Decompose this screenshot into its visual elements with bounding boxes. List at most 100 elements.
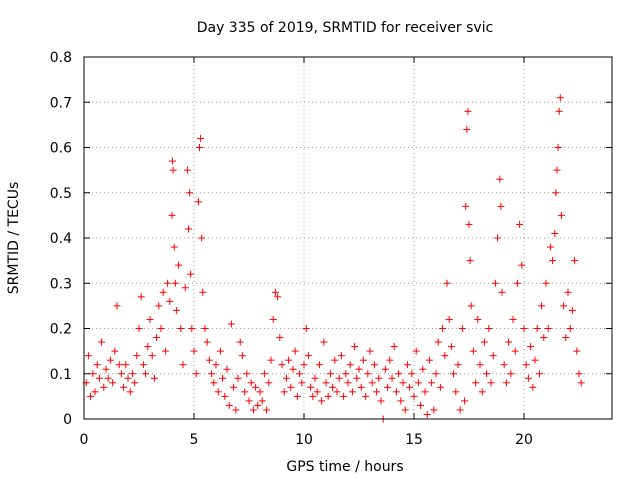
data-point: [120, 383, 128, 391]
data-point: [89, 370, 97, 378]
data-point: [146, 315, 154, 323]
data-point: [478, 388, 486, 396]
data-point: [556, 94, 564, 102]
data-point: [263, 406, 271, 414]
data-point: [476, 361, 484, 369]
data-point: [443, 279, 451, 287]
data-point: [280, 388, 288, 396]
data-point: [177, 325, 185, 332]
data-point: [566, 325, 574, 332]
data-point: [274, 293, 282, 301]
data-point: [464, 107, 472, 115]
data-point: [520, 325, 528, 332]
data-point: [219, 374, 227, 382]
data-point: [395, 370, 403, 378]
data-point: [196, 144, 203, 151]
data-point: [483, 370, 491, 378]
data-point: [410, 392, 418, 400]
data-point: [401, 406, 409, 414]
data-point: [172, 306, 180, 314]
data-point: [509, 315, 517, 323]
data-point: [139, 361, 147, 369]
data-point: [375, 374, 383, 382]
data-point: [430, 406, 438, 414]
data-point: [408, 370, 416, 378]
data-point: [95, 374, 103, 382]
data-point: [445, 315, 453, 323]
data-point: [100, 383, 108, 391]
data-point: [573, 347, 581, 355]
data-point: [289, 365, 297, 373]
data-point: [491, 279, 499, 287]
data-point: [546, 243, 554, 251]
data-point: [201, 325, 209, 332]
data-point: [348, 388, 356, 396]
data-point: [425, 356, 433, 364]
data-point: [529, 383, 537, 391]
chart-title: Day 335 of 2019, SRMTID for receiver svi…: [197, 20, 494, 36]
data-point: [302, 325, 310, 332]
data-point: [513, 279, 521, 287]
data-point: [518, 261, 526, 269]
data-point: [144, 343, 152, 351]
data-point: [128, 370, 136, 378]
data-point: [304, 352, 312, 360]
data-point: [406, 383, 414, 391]
data-point: [337, 352, 345, 360]
data-point: [285, 356, 293, 364]
data-point: [474, 315, 482, 323]
data-point: [122, 361, 130, 369]
data-point: [104, 374, 112, 382]
data-point: [185, 225, 192, 233]
data-point: [168, 157, 176, 165]
data-point: [276, 334, 284, 342]
data-point: [190, 347, 198, 355]
data-point: [282, 374, 290, 382]
data-point: [436, 383, 444, 391]
data-point: [210, 379, 218, 387]
data-point: [186, 189, 194, 197]
data-point: [419, 365, 427, 373]
data-point: [535, 370, 543, 378]
data-point: [169, 166, 177, 174]
data-point: [194, 198, 202, 206]
data-point: [552, 189, 560, 197]
data-point: [381, 365, 389, 373]
data-point: [106, 356, 114, 364]
y-tick-label: 0.2: [50, 322, 72, 338]
data-point: [344, 379, 352, 387]
data-point: [232, 406, 240, 414]
data-point: [161, 347, 169, 355]
data-point: [269, 315, 277, 323]
y-tick-label: 0.7: [50, 95, 72, 111]
data-point: [148, 352, 156, 360]
data-point: [355, 365, 363, 373]
data-point: [135, 325, 143, 332]
data-point: [322, 379, 330, 387]
data-point: [531, 356, 539, 364]
data-point: [568, 306, 576, 314]
data-point: [423, 410, 431, 418]
x-tick-label: 15: [405, 432, 423, 448]
data-point: [142, 370, 150, 378]
data-point: [278, 361, 286, 369]
data-point: [326, 370, 334, 378]
data-point: [553, 166, 561, 174]
data-point: [342, 370, 350, 378]
data-point: [450, 370, 458, 378]
data-point: [150, 374, 158, 382]
data-point: [462, 202, 470, 210]
data-point: [256, 388, 264, 396]
data-point: [467, 302, 475, 310]
data-point: [441, 352, 449, 360]
data-point: [212, 361, 220, 369]
x-tick-label: 10: [295, 432, 313, 448]
y-tick-label: 0.4: [50, 231, 72, 247]
data-point: [447, 343, 455, 351]
data-point: [247, 379, 255, 387]
data-point: [315, 361, 323, 369]
data-point: [157, 325, 165, 332]
data-point: [324, 392, 332, 400]
data-point: [540, 334, 548, 342]
x-axis-label: GPS time / hours: [286, 459, 403, 475]
